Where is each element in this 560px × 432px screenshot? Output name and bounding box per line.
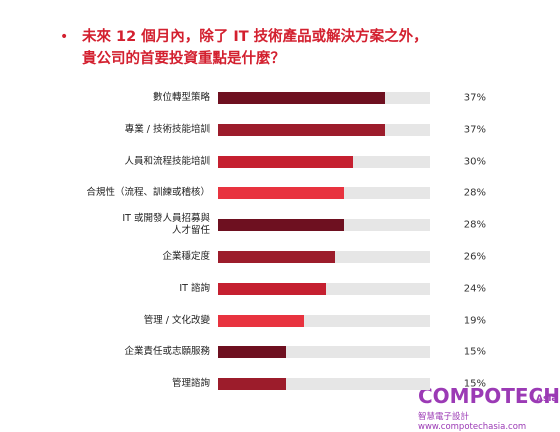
chart-title: 未來 12 個月內，除了 IT 技術產品或解決方案之外， 貴公司的首要投資重點是…	[82, 29, 428, 67]
value-label: 24%	[463, 283, 486, 295]
value-label: 19%	[463, 315, 486, 327]
bar	[218, 155, 354, 168]
value-label: 30%	[463, 156, 486, 168]
bar	[218, 314, 304, 327]
bar	[218, 219, 345, 232]
bar	[218, 378, 286, 391]
watermark-region: Asia	[536, 394, 558, 404]
bar	[218, 123, 385, 136]
value-label: 15%	[463, 346, 486, 358]
category-label: 數位轉型策略	[152, 92, 210, 103]
watermark-brand: COMPOTECH	[418, 384, 560, 408]
bar	[218, 282, 327, 295]
bullet: •	[60, 29, 69, 45]
category-label: 合規性（流程、訓練或稽核）	[86, 187, 210, 199]
category-label: IT 或開發人員招募與 人才留任	[122, 213, 210, 237]
category-label: 企業穩定度	[162, 251, 210, 262]
value-label: 28%	[463, 187, 486, 199]
category-label: 專業 / 技術技能培訓	[124, 123, 210, 135]
value-label: 37%	[463, 92, 486, 104]
value-label: 37%	[463, 124, 486, 136]
category-label: 管理諮詢	[171, 378, 210, 390]
category-label: IT 諮詢	[179, 282, 210, 294]
category-label: 企業責任或志願服務	[124, 346, 210, 358]
category-label: 人員和流程技能培訓	[124, 155, 210, 167]
bar	[218, 187, 345, 200]
watermark-site: 智慧電子設計www.compotechasia.com	[418, 412, 527, 432]
bar	[218, 92, 385, 104]
bar	[218, 251, 336, 263]
value-label: 28%	[463, 219, 486, 231]
category-label: 管理 / 文化改變	[143, 314, 210, 326]
bar	[218, 346, 286, 359]
value-label: 15%	[463, 378, 486, 390]
value-label: 26%	[463, 251, 486, 263]
